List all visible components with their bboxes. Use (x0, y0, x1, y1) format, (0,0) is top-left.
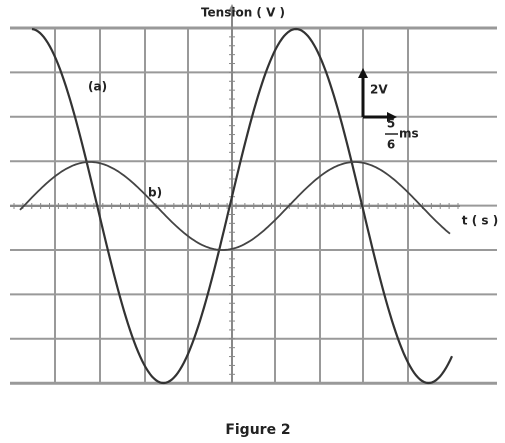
arrow-head (228, 4, 236, 12)
curve-a (31, 27, 453, 385)
scale-unit: ms (399, 127, 419, 141)
curve-b (19, 161, 451, 251)
curve-label: b) (148, 186, 162, 200)
caption: Figure 2 (225, 422, 290, 438)
scale-numerator: 5 (387, 117, 395, 131)
vertical-scale: 2V (370, 83, 388, 97)
scale-denominator: 6 (387, 138, 395, 152)
y-axis-label: Tension ( V ) (201, 6, 285, 20)
curve-label: (a) (88, 80, 107, 94)
arrow-head (358, 68, 368, 78)
grid (10, 4, 497, 385)
arrow-head (387, 112, 397, 122)
x-axis-label: t ( s ) (462, 214, 498, 228)
